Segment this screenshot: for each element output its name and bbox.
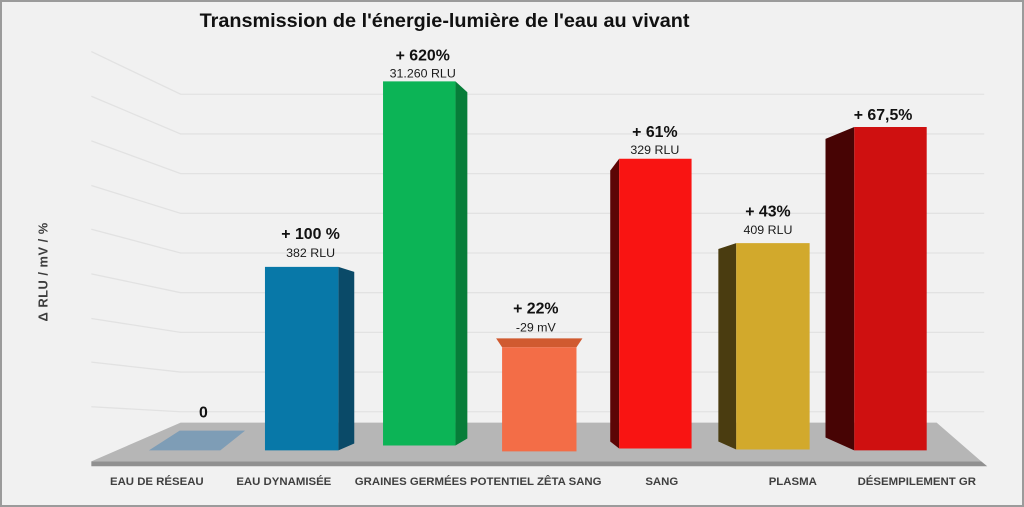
bar-sang: + 61% 329 RLU bbox=[610, 124, 692, 449]
gridlines bbox=[91, 51, 985, 413]
bar-eau-dynamisee-side bbox=[338, 266, 355, 451]
detail-label-sang: 329 RLU bbox=[630, 143, 679, 157]
bar-desempilement-gr-side bbox=[825, 127, 855, 451]
category-label-eau-de-reseau: EAU DE RÉSEAU bbox=[110, 475, 204, 488]
detail-label-graines-germees: 31.260 RLU bbox=[390, 66, 456, 80]
bar-desempilement-gr-front bbox=[854, 127, 927, 451]
bar-eau-dynamisee-front bbox=[264, 266, 339, 451]
gridline bbox=[91, 95, 985, 135]
gridline bbox=[91, 184, 985, 214]
bar-eau-de-reseau-top bbox=[148, 430, 246, 451]
bar-graines-germees-side bbox=[455, 81, 468, 446]
category-label-graines-germees: GRAINES GERMÉES bbox=[355, 475, 467, 488]
bar-desempilement-gr: + 67,5% bbox=[825, 107, 927, 451]
bar-sang-front bbox=[619, 158, 692, 449]
value-label-desempilement-gr: + 67,5% bbox=[854, 107, 913, 124]
bar-plasma-side bbox=[718, 243, 737, 450]
gridline bbox=[91, 317, 985, 334]
bar-graines-germees: + 620% 31.260 RLU bbox=[383, 48, 468, 446]
chart-floor-edge bbox=[91, 461, 988, 467]
gridline bbox=[91, 140, 985, 175]
bar-potentiel-zeta-sang-top bbox=[496, 338, 583, 348]
bar-plasma: + 43% 409 RLU bbox=[718, 203, 810, 450]
value-label-eau-dynamisee: + 100 % bbox=[281, 226, 340, 243]
category-axis: EAU DE RÉSEAU EAU DYNAMISÉE GRAINES GERM… bbox=[110, 475, 976, 488]
gridline bbox=[91, 51, 985, 95]
gridline bbox=[91, 361, 985, 373]
detail-label-eau-dynamisee: 382 RLU bbox=[286, 246, 335, 260]
bar-eau-de-reseau: 0 bbox=[148, 405, 246, 451]
y-axis-label: Δ RLU / mV / % bbox=[36, 222, 51, 321]
bar-graines-germees-front bbox=[383, 81, 456, 446]
detail-label-potentiel-zeta-sang: -29 mV bbox=[516, 320, 557, 334]
category-label-sang: SANG bbox=[645, 476, 678, 488]
value-label-potentiel-zeta-sang: + 22% bbox=[513, 301, 558, 318]
value-label-graines-germees: + 620% bbox=[396, 48, 450, 65]
bar-sang-side bbox=[610, 158, 620, 449]
detail-label-plasma: 409 RLU bbox=[744, 223, 793, 237]
category-label-plasma: PLASMA bbox=[769, 476, 817, 488]
chart-title: Transmission de l'énergie-lumière de l'e… bbox=[200, 10, 690, 32]
gridline bbox=[91, 406, 985, 413]
category-label-eau-dynamisee: EAU DYNAMISÉE bbox=[236, 475, 331, 488]
bar-potentiel-zeta-sang: + 22% -29 mV bbox=[496, 301, 583, 452]
value-label-eau-de-reseau: 0 bbox=[199, 405, 208, 422]
category-label-potentiel-zeta-sang: POTENTIEL ZÊTA SANG bbox=[470, 475, 602, 488]
bar-eau-dynamisee: + 100 % 382 RLU bbox=[264, 226, 355, 451]
gridline bbox=[91, 273, 985, 294]
value-label-plasma: + 43% bbox=[745, 203, 790, 220]
bar-plasma-front bbox=[736, 243, 810, 450]
bar-potentiel-zeta-sang-front bbox=[502, 347, 577, 452]
category-label-desempilement-gr: DÉSEMPILEMENT GR bbox=[858, 475, 976, 488]
gridline bbox=[91, 228, 985, 254]
value-label-sang: + 61% bbox=[632, 124, 677, 141]
